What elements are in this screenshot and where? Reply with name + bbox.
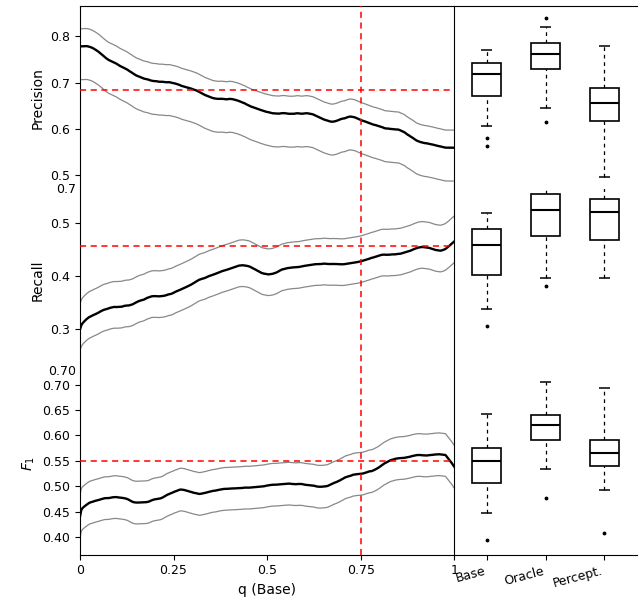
Bar bbox=[531, 194, 560, 236]
Bar bbox=[472, 448, 501, 482]
Bar bbox=[589, 441, 619, 466]
Bar bbox=[472, 63, 501, 96]
Text: 0.70: 0.70 bbox=[48, 365, 76, 378]
Bar bbox=[531, 414, 560, 441]
Text: 0.7: 0.7 bbox=[56, 183, 76, 196]
Bar bbox=[589, 199, 619, 240]
X-axis label: q (Base): q (Base) bbox=[238, 583, 296, 597]
Y-axis label: Precision: Precision bbox=[31, 67, 45, 129]
Bar bbox=[472, 229, 501, 275]
Bar bbox=[531, 43, 560, 69]
Y-axis label: $F_1$: $F_1$ bbox=[20, 455, 36, 471]
Bar bbox=[589, 88, 619, 121]
Y-axis label: Recall: Recall bbox=[31, 260, 45, 301]
